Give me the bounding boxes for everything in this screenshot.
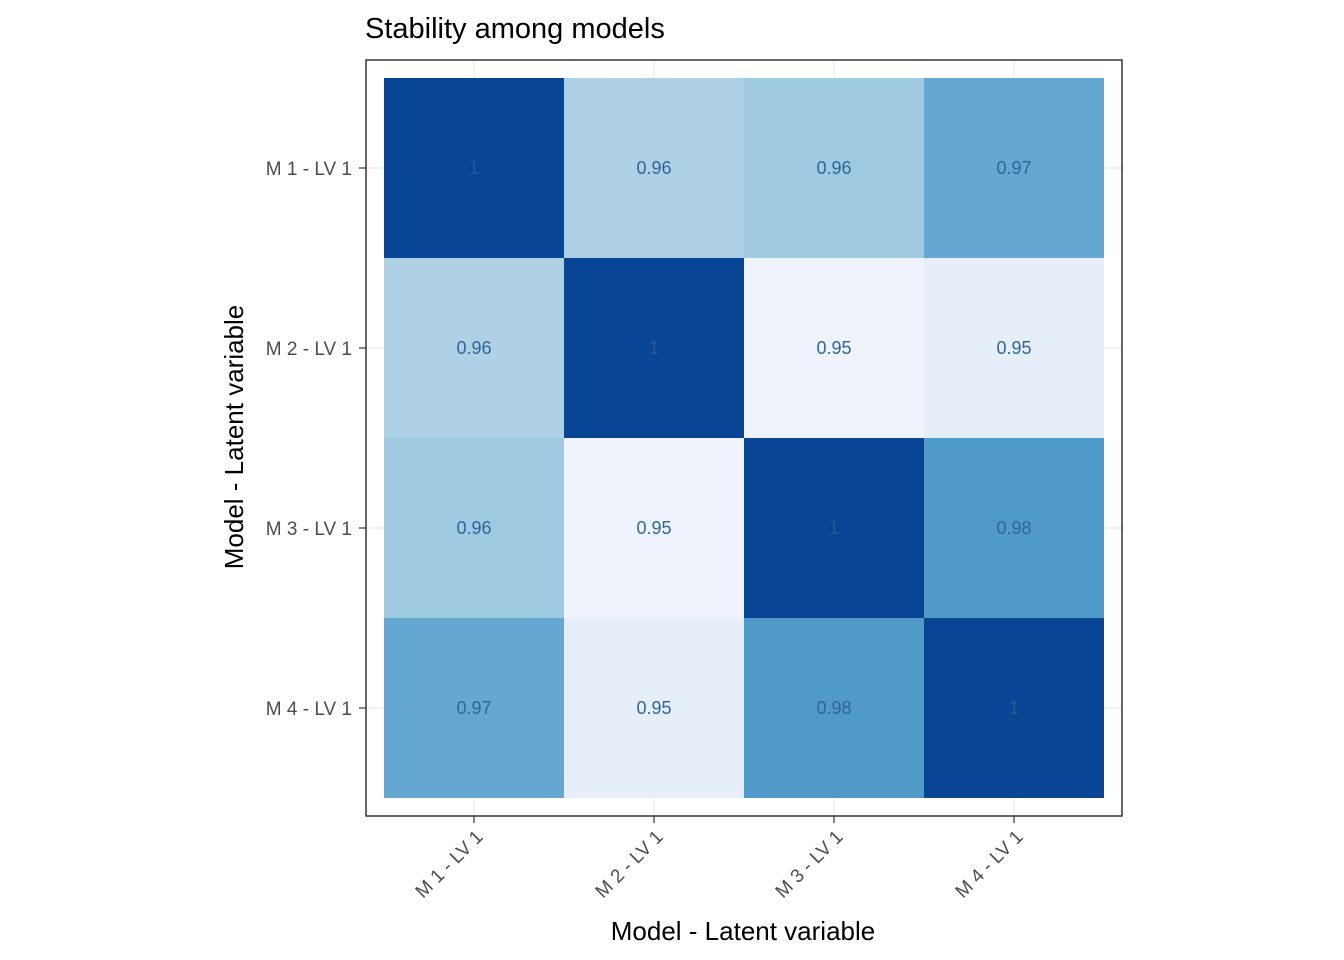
heatmap-cell — [564, 78, 744, 258]
panel-border — [365, 59, 1123, 817]
heatmap-cell — [564, 618, 744, 798]
x-tick-label: M 1 - LV 1 — [412, 827, 488, 903]
cell-value-label: 0.95 — [996, 338, 1031, 358]
x-axis: M 1 - LV 1 M 2 - LV 1 M 3 - LV 1 M 4 - LV 1 — [412, 816, 1028, 903]
heatmap-cell — [744, 618, 924, 798]
heatmap-cell — [744, 258, 924, 438]
y-axis-title: Model - Latent variable — [219, 305, 249, 569]
heatmap-cell — [564, 258, 744, 438]
cell-value-label: 0.95 — [636, 518, 671, 538]
cell-value-label: 0.96 — [636, 158, 671, 178]
heatmap-cell — [384, 78, 564, 258]
heatmap-cells — [384, 78, 1104, 798]
y-tick-label: M 4 - LV 1 — [266, 699, 352, 720]
cell-value-label: 0.98 — [996, 518, 1031, 538]
cell-value-label: 0.96 — [816, 158, 851, 178]
y-tick-label: M 1 - LV 1 — [266, 159, 352, 180]
cell-value-label: 1 — [649, 338, 659, 358]
x-tick-label: M 2 - LV 1 — [592, 827, 668, 903]
cell-value-label: 0.95 — [636, 698, 671, 718]
heatmap-cell — [744, 78, 924, 258]
x-tick-label: M 4 - LV 1 — [952, 827, 1028, 903]
cell-value-label: 1 — [469, 158, 479, 178]
heatmap-cell — [924, 258, 1104, 438]
cell-value-label: 0.96 — [456, 338, 491, 358]
cell-value-label: 0.98 — [816, 698, 851, 718]
heatmap-cell — [384, 438, 564, 618]
heatmap-cell — [564, 438, 744, 618]
cell-value-label: 0.95 — [816, 338, 851, 358]
cell-labels: 1 0.96 0.96 0.97 0.96 1 0.95 0.95 0.96 0.95 1 0.98 0… — [456, 158, 1031, 718]
x-axis-title: Model - Latent variable — [611, 916, 875, 946]
heatmap-cell — [384, 618, 564, 798]
heatmap-cell — [744, 438, 924, 618]
cell-value-label: 0.97 — [996, 158, 1031, 178]
cell-value-label: 1 — [829, 518, 839, 538]
x-tick-label: M 3 - LV 1 — [772, 827, 848, 903]
cell-value-label: 0.96 — [456, 518, 491, 538]
heatmap-cell — [924, 438, 1104, 618]
cell-value-label: 0.97 — [456, 698, 491, 718]
heatmap-cell — [924, 78, 1104, 258]
y-tick-label: M 3 - LV 1 — [266, 519, 352, 540]
heatmap-cell — [384, 258, 564, 438]
y-axis: M 1 - LV 1 M 2 - LV 1 M 3 - LV 1 M 4 - LV 1 — [266, 159, 366, 720]
chart-title: Stability among models — [365, 13, 665, 45]
heatmap-cell — [924, 618, 1104, 798]
y-tick-label: M 2 - LV 1 — [266, 339, 352, 360]
cell-value-label: 1 — [1009, 698, 1019, 718]
